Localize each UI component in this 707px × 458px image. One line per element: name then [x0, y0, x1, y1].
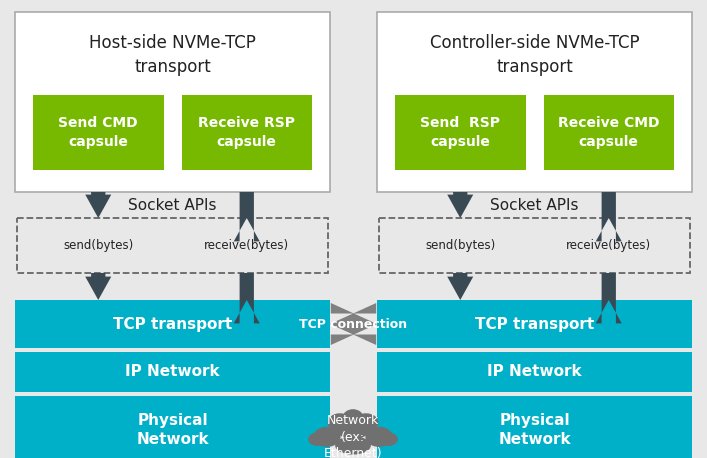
Bar — [33, 95, 163, 170]
Text: Physical
Network: Physical Network — [136, 413, 209, 447]
Text: send(bytes): send(bytes) — [63, 239, 134, 252]
Text: IP Network: IP Network — [487, 365, 582, 380]
Text: TCP connection: TCP connection — [299, 317, 407, 331]
PathPatch shape — [234, 273, 259, 323]
Ellipse shape — [335, 436, 371, 454]
Text: Send CMD
capsule: Send CMD capsule — [59, 116, 138, 149]
Text: TCP transport: TCP transport — [113, 316, 232, 332]
Ellipse shape — [327, 413, 352, 431]
Bar — [15, 396, 330, 458]
Bar — [377, 396, 692, 458]
Text: Network
(ex:
Ethernet): Network (ex: Ethernet) — [324, 414, 382, 458]
Bar — [15, 12, 330, 192]
PathPatch shape — [86, 192, 111, 218]
Text: Controller-side NVMe-TCP
transport: Controller-side NVMe-TCP transport — [430, 34, 639, 76]
PathPatch shape — [234, 192, 259, 241]
Text: Socket APIs: Socket APIs — [128, 197, 217, 213]
Ellipse shape — [343, 409, 363, 426]
Text: Send  RSP
capsule: Send RSP capsule — [420, 116, 501, 149]
Text: Socket APIs: Socket APIs — [490, 197, 579, 213]
Bar — [15, 300, 330, 348]
Bar — [377, 12, 692, 192]
Bar — [377, 300, 692, 348]
Bar — [379, 218, 690, 273]
Ellipse shape — [335, 415, 371, 439]
Text: TCP transport: TCP transport — [475, 316, 594, 332]
Bar — [544, 95, 674, 170]
PathPatch shape — [448, 192, 473, 218]
Text: Receive RSP
capsule: Receive RSP capsule — [198, 116, 296, 149]
Text: Physical
Network: Physical Network — [498, 413, 571, 447]
Text: Receive CMD
capsule: Receive CMD capsule — [558, 116, 660, 149]
Text: IP Network: IP Network — [125, 365, 220, 380]
PathPatch shape — [448, 273, 473, 300]
PathPatch shape — [596, 273, 621, 323]
Ellipse shape — [380, 432, 398, 446]
Ellipse shape — [354, 413, 378, 431]
Text: receive(bytes): receive(bytes) — [204, 239, 289, 252]
Bar — [377, 352, 692, 392]
PathPatch shape — [596, 192, 621, 241]
Text: receive(bytes): receive(bytes) — [566, 239, 651, 252]
Ellipse shape — [308, 432, 327, 446]
Bar — [17, 218, 328, 273]
Bar — [395, 95, 525, 170]
PathPatch shape — [330, 303, 377, 345]
PathPatch shape — [86, 273, 111, 300]
Text: send(bytes): send(bytes) — [425, 239, 496, 252]
Ellipse shape — [366, 427, 392, 447]
Text: Host-side NVMe-TCP
transport: Host-side NVMe-TCP transport — [89, 34, 256, 76]
Bar — [182, 95, 312, 170]
Ellipse shape — [313, 427, 341, 447]
Bar — [15, 352, 330, 392]
